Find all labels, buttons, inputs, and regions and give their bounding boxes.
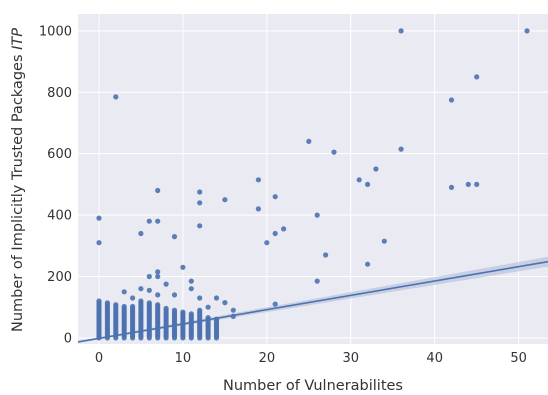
data-point [365, 261, 371, 267]
y-tick-label: 1000 [39, 24, 72, 39]
data-point [448, 184, 455, 190]
data-point [398, 146, 404, 152]
data-point [314, 278, 320, 284]
data-point [272, 230, 278, 237]
y-tick-label: 800 [47, 86, 72, 101]
data-point [130, 303, 136, 310]
data-point [188, 311, 194, 317]
data-point [197, 223, 203, 229]
data-point [205, 323, 211, 329]
data-point [222, 197, 228, 203]
data-point [205, 304, 211, 310]
data-point [197, 295, 203, 301]
data-points [96, 28, 530, 341]
x-axis-label: Number of Vulnerabilites [223, 378, 403, 394]
y-axis-label-main: Number of Implicitly Trusted Packages [10, 50, 26, 332]
data-point [121, 303, 127, 310]
data-point [398, 28, 404, 34]
data-point [146, 287, 152, 293]
data-point [155, 187, 161, 194]
x-tick-label: 20 [259, 351, 276, 366]
data-point [130, 295, 136, 301]
data-point [171, 307, 178, 313]
data-point [155, 302, 161, 308]
x-tick-label: 50 [510, 351, 527, 366]
data-point [222, 300, 228, 306]
data-point [264, 240, 270, 246]
data-point [163, 305, 169, 311]
data-point [146, 218, 152, 224]
plot-background [78, 14, 548, 344]
x-tick-label: 30 [342, 351, 359, 366]
data-point [138, 298, 144, 304]
data-point [323, 252, 329, 258]
data-point [272, 301, 278, 307]
y-axis-label: Number of Implicitly Trusted Packages IT… [10, 28, 26, 332]
data-point [146, 300, 152, 306]
data-point [314, 212, 320, 218]
regression-line [77, 260, 548, 343]
data-point [138, 286, 144, 292]
data-point [197, 189, 203, 195]
x-tick-label: 10 [175, 351, 192, 366]
data-point [121, 289, 127, 295]
x-tick-label: 40 [426, 351, 443, 366]
data-point [155, 269, 161, 275]
data-point [524, 28, 530, 34]
data-point [474, 181, 480, 187]
data-point [138, 230, 144, 237]
data-point [448, 97, 455, 103]
data-point [188, 286, 194, 292]
data-point [188, 278, 194, 284]
data-point [155, 273, 161, 280]
data-point [272, 194, 278, 200]
data-point [171, 234, 178, 240]
y-tick-label: 200 [47, 270, 72, 285]
data-point [171, 292, 178, 298]
data-point [113, 302, 119, 308]
data-point [163, 281, 169, 287]
data-point [155, 218, 161, 224]
data-point [104, 300, 110, 306]
data-point [365, 181, 371, 187]
x-tick-label: 0 [95, 351, 103, 366]
y-tick-labels: 0 200 400 600 800 1000 [39, 24, 72, 346]
data-point [197, 307, 203, 313]
data-point [373, 166, 379, 172]
y-tick-label: 400 [47, 209, 72, 224]
data-point [306, 138, 312, 144]
data-point [180, 264, 186, 270]
data-point [255, 206, 261, 212]
data-point [213, 295, 220, 301]
data-point [96, 298, 102, 304]
data-point [465, 181, 471, 187]
data-point [281, 226, 287, 232]
data-point [474, 74, 480, 80]
data-point [96, 215, 102, 221]
data-point [356, 177, 362, 183]
data-point [381, 238, 387, 244]
data-point [230, 307, 236, 313]
y-axis-label-italic: ITP [10, 28, 26, 50]
x-tick-labels: 0 10 20 30 40 50 [95, 351, 527, 366]
data-point [180, 309, 186, 315]
data-point [331, 149, 337, 155]
data-point [155, 292, 161, 298]
data-point [146, 273, 152, 280]
data-point [96, 240, 102, 246]
data-point [255, 177, 261, 183]
data-point [113, 94, 119, 100]
y-tick-label: 600 [47, 147, 72, 162]
data-point [197, 200, 203, 206]
y-tick-label: 0 [64, 331, 72, 346]
